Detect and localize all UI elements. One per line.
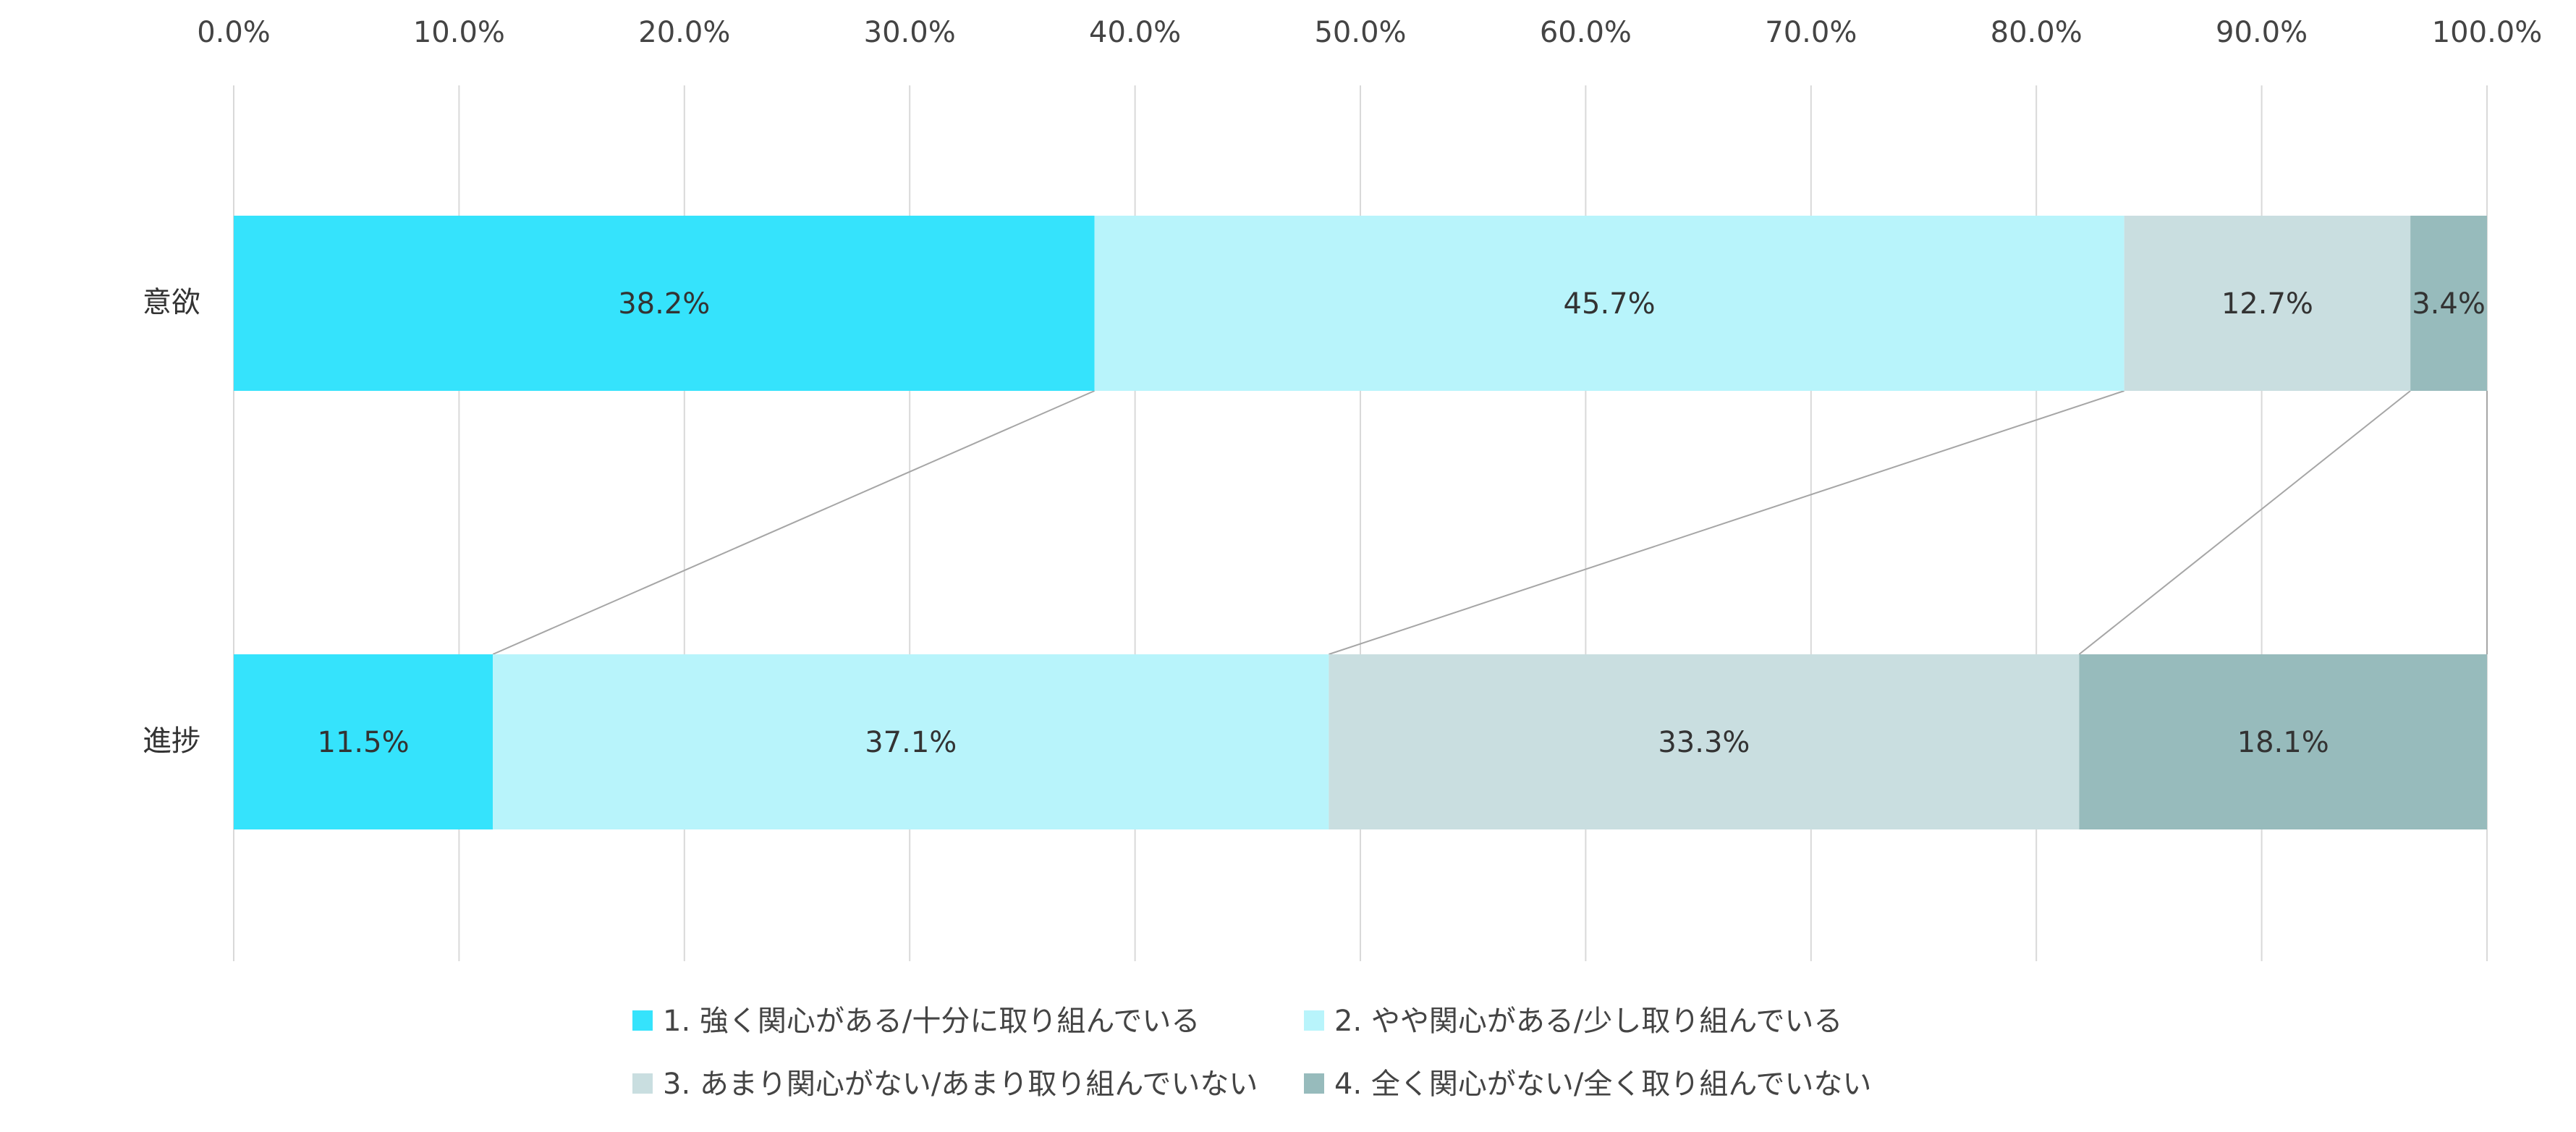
x-tick-label: 40.0%	[1089, 16, 1181, 49]
data-label: 3.4%	[2412, 287, 2486, 321]
series-lines	[492, 390, 2488, 655]
x-tick-label: 0.0%	[197, 16, 271, 49]
bar-segment	[1329, 654, 2080, 829]
legend-label: 1. 強く関心がある/十分に取り組んでいる	[663, 1005, 1200, 1038]
x-tick-label: 30.0%	[864, 16, 956, 49]
bar-segment	[2410, 216, 2487, 391]
bar-segment	[2079, 654, 2487, 829]
legend-label: 3. あまり関心がない/あまり取り組んでいない	[663, 1068, 1258, 1101]
x-tick-label: 80.0%	[1991, 16, 2083, 49]
bar-segment	[234, 654, 493, 829]
x-axis-ticks: 0.0% 10.0% 20.0% 30.0% 40.0% 50.0% 60.0% 70.0% 8…	[197, 16, 2542, 49]
category-label: 進捗	[143, 725, 200, 758]
legend: 1. 強く関心がある/十分に取り組んでいる 2. やや関心がある/少し取り組んでい…	[632, 1005, 1871, 1101]
bar-segment	[493, 654, 1329, 829]
data-label: 38.2%	[618, 287, 710, 321]
series-line	[1329, 390, 2124, 655]
bar-segment	[234, 216, 1095, 391]
legend-swatch	[1304, 1073, 1324, 1094]
data-label: 11.5%	[318, 726, 410, 759]
series-line	[492, 390, 1095, 655]
bar-segment	[1094, 216, 2124, 391]
data-label: 33.3%	[1658, 726, 1750, 759]
legend-label: 4. 全く関心がない/全く取り組んでいない	[1334, 1068, 1871, 1101]
series-line	[2078, 390, 2411, 655]
bar-segment	[2124, 216, 2411, 391]
data-label: 45.7%	[1564, 287, 1656, 321]
bars: 38.2% 45.7% 12.7% 3.4% 11.5% 37.1% 33.3% 18.1%	[234, 216, 2487, 829]
x-tick-label: 50.0%	[1314, 16, 1406, 49]
data-label: 37.1%	[865, 726, 957, 759]
data-label: 18.1%	[2237, 726, 2329, 759]
legend-item: 1. 強く関心がある/十分に取り組んでいる	[632, 1005, 1200, 1038]
legend-swatch	[1304, 1010, 1324, 1031]
legend-swatch	[632, 1010, 653, 1031]
legend-label: 2. やや関心がある/少し取り組んでいる	[1334, 1005, 1842, 1038]
legend-item: 4. 全く関心がない/全く取り組んでいない	[1304, 1068, 1871, 1101]
x-tick-label: 100.0%	[2432, 16, 2543, 49]
category-label: 意欲	[143, 286, 200, 319]
legend-item: 2. やや関心がある/少し取り組んでいる	[1304, 1005, 1842, 1038]
x-tick-label: 90.0%	[2216, 16, 2308, 49]
x-tick-label: 10.0%	[413, 16, 505, 49]
legend-swatch	[632, 1073, 653, 1094]
legend-item: 3. あまり関心がない/あまり取り組んでいない	[632, 1068, 1258, 1101]
x-tick-label: 20.0%	[638, 16, 730, 49]
data-label: 12.7%	[2221, 287, 2313, 321]
x-tick-label: 60.0%	[1540, 16, 1632, 49]
x-tick-label: 70.0%	[1765, 16, 1857, 49]
